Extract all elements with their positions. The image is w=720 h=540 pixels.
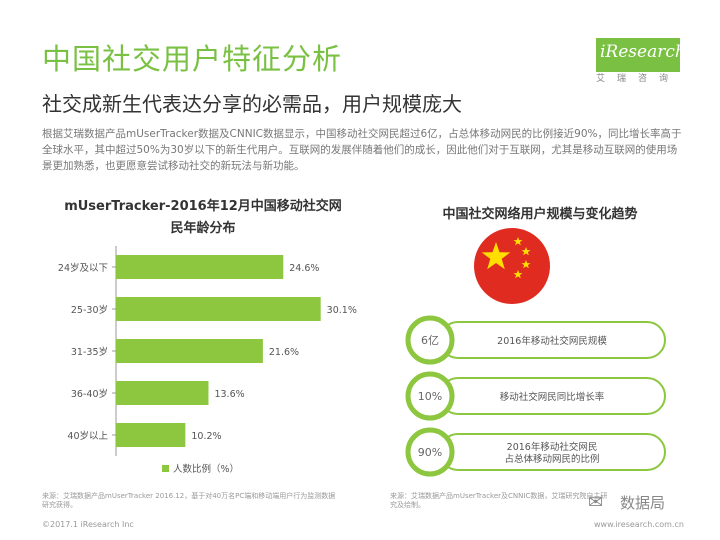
data-label: 10.2% — [191, 431, 221, 442]
legend-swatch — [162, 465, 169, 472]
source-note-left: 来源：艾瑞数据产品mUserTracker 2016.12，基于对40万名PC端… — [42, 492, 336, 509]
bar — [116, 381, 209, 405]
data-label: 30.1% — [327, 305, 357, 316]
logo-text: iResearch — [600, 42, 686, 62]
iresearch-logo — [596, 38, 680, 72]
page-subtitle: 社交成新生代表达分享的必需品，用户规模庞大 — [42, 92, 462, 116]
chart-title: mUserTracker-2016年12月中国移动社交网民年龄分布 — [64, 199, 342, 236]
stat-value: 6亿 — [421, 334, 439, 347]
legend-label: 人数比例（%） — [173, 463, 239, 475]
copyright: ©2017.1 iResearch Inc — [42, 520, 134, 529]
stat-value: 10% — [418, 390, 442, 403]
stats-ring-list: 6亿 2016年移动社交网民规模 10% 移动社交网民同比增长率 90% 2016年移动社… — [405, 315, 666, 477]
age-distribution-bar-chart: 24岁及以下 24.6% 25-30岁 30.1% 31-35岁 21.6% 36-40岁 1… — [58, 246, 357, 475]
category-label: 36-40岁 — [71, 388, 108, 400]
china-flag-icon — [474, 228, 550, 304]
bar — [116, 423, 186, 447]
data-label: 21.6% — [269, 347, 299, 358]
category-label: 40岁以上 — [67, 430, 108, 442]
category-label: 31-35岁 — [71, 346, 108, 358]
bar — [116, 255, 284, 279]
category-label: 25-30岁 — [71, 304, 108, 316]
bar — [116, 297, 321, 321]
page-title: 中国社交用户特征分析 — [42, 42, 343, 76]
stat-value: 90% — [418, 446, 442, 459]
data-label: 24.6% — [289, 263, 319, 274]
stat-label: 2016年移动社交网民占总体移动网民的比例 — [504, 441, 599, 465]
stat-ring — [405, 315, 455, 365]
data-label: 13.6% — [214, 389, 244, 400]
source-note-right: 来源：艾瑞数据产品mUserTracker及CNNIC数据，艾瑞研究院自主研究及… — [390, 492, 608, 509]
stat-label: 移动社交网民同比增长率 — [500, 391, 605, 403]
footer-url[interactable]: www.iresearch.com.cn — [594, 520, 684, 529]
description-text: 根据艾瑞数据产品mUserTracker数据及CNNIC数据显示，中国移动社交网… — [42, 128, 682, 172]
wechat-icon: ✉ — [588, 492, 604, 513]
stat-ring — [405, 371, 455, 421]
stat-label: 2016年移动社交网民规模 — [497, 335, 607, 347]
category-label: 24岁及以下 — [58, 262, 108, 274]
bar — [116, 339, 263, 363]
stat-ring — [405, 427, 455, 477]
watermark-text: 数据局 — [620, 494, 666, 512]
right-panel-title: 中国社交网络用户规模与变化趋势 — [442, 207, 638, 222]
logo-subtext: 艾瑞咨询 — [596, 74, 681, 84]
